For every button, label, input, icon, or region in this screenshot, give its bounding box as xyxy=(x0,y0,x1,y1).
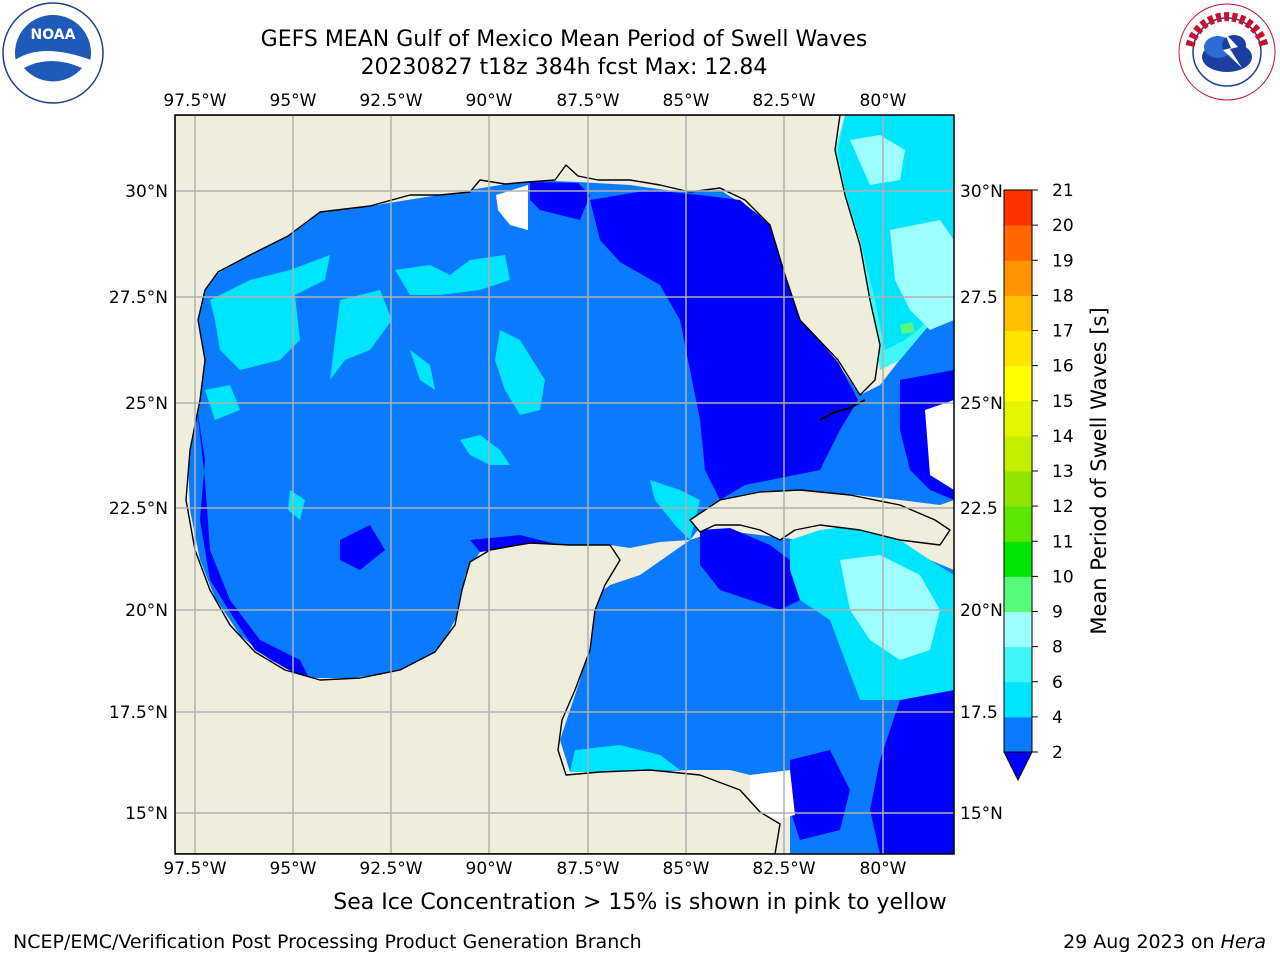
lon-label: 97.5°W xyxy=(163,91,226,111)
florida-keys xyxy=(819,399,866,421)
colorbar-tick-label: 9 xyxy=(1052,603,1063,623)
lon-label: 92.5°W xyxy=(359,859,422,879)
lon-label: 92.5°W xyxy=(359,91,422,111)
colorbar-tick-label: 16 xyxy=(1052,357,1074,377)
land-areas xyxy=(175,115,951,854)
svg-text:NOAA: NOAA xyxy=(31,27,76,43)
colorbar-tick-label: 13 xyxy=(1052,462,1074,482)
chart-title: GEFS MEAN Gulf of Mexico Mean Period of … xyxy=(260,27,868,52)
map-frame-border xyxy=(174,114,955,855)
lon-label: 85°W xyxy=(663,91,710,111)
lat-label: 20°N xyxy=(960,601,1003,621)
colorbar-segment xyxy=(1004,435,1032,472)
colorbar-under-arrow xyxy=(1003,751,1033,782)
lat-label: 15°N xyxy=(125,804,168,824)
lat-label: 17.5 xyxy=(960,703,998,723)
lat-label: 22.5°N xyxy=(109,499,168,519)
credit-branch: NCEP/EMC/Verification Post Processing Pr… xyxy=(13,931,642,953)
credit-date-text: 29 Aug 2023 on xyxy=(1063,931,1215,953)
lon-label: 90°W xyxy=(466,91,513,111)
colorbar-segment xyxy=(1004,260,1032,296)
lon-label: 82.5°W xyxy=(752,859,815,879)
colorbar-segment xyxy=(1004,295,1032,331)
chart-subtitle: 20230827 t18z 384h fcst Max: 12.84 xyxy=(360,55,768,80)
nws-logo-icon xyxy=(1178,3,1276,101)
lon-labels-top: 97.5°W 95°W 92.5°W 90°W 87.5°W 85°W 82.5… xyxy=(163,91,906,111)
lon-label: 82.5°W xyxy=(752,91,815,111)
lon-labels-bottom: 97.5°W 95°W 92.5°W 90°W 87.5°W 85°W 82.5… xyxy=(163,859,906,879)
credit-date: 29 Aug 2023 on Hera xyxy=(1063,931,1266,953)
colorbar-segment xyxy=(1004,225,1032,261)
noaa-logo-icon: NOAA xyxy=(2,2,104,104)
lat-labels-left: 30°N 27.5°N 25°N 22.5°N 20°N 17.5°N 15°N xyxy=(109,182,168,824)
colorbar-tick-label: 2 xyxy=(1052,743,1063,763)
lat-label: 27.5°N xyxy=(109,288,168,308)
colorbar-segment xyxy=(1004,681,1032,718)
lat-label: 22.5 xyxy=(960,499,998,519)
colorbar-segment xyxy=(1004,646,1032,683)
colorbar-tick-label: 21 xyxy=(1052,181,1074,201)
colorbar-segment xyxy=(1004,400,1032,437)
colorbar-tick-label: 14 xyxy=(1052,427,1074,447)
colorbar-segment xyxy=(1004,365,1032,402)
lon-label: 80°W xyxy=(860,91,907,111)
colorbar-segment xyxy=(1004,471,1032,507)
lon-label: 95°W xyxy=(270,91,317,111)
lon-label: 95°W xyxy=(270,859,317,879)
colorbar-segment xyxy=(1004,330,1032,367)
lat-labels-right: 30°N 27.5 25°N 22.5 20°N 17.5 15°N xyxy=(960,182,1003,824)
colorbar-segment xyxy=(1004,576,1032,612)
colorbar: 2 4 6 8 9 10 11 12 13 14 15 16 17 18 19 20 21 xyxy=(1003,181,1074,763)
lon-label: 87.5°W xyxy=(556,859,619,879)
lat-label: 15°N xyxy=(960,804,1003,824)
sea-ice-note: Sea Ice Concentration > 15% is shown in … xyxy=(333,890,947,915)
colorbar-segment xyxy=(1004,506,1032,542)
colorbar-tick-label: 8 xyxy=(1052,638,1063,658)
lat-label: 27.5 xyxy=(960,288,998,308)
colorbar-tick-label: 15 xyxy=(1052,392,1074,412)
colorbar-label: Mean Period of Swell Waves [s] xyxy=(1087,307,1111,634)
colorbar-tick-label: 11 xyxy=(1052,532,1074,552)
colorbar-tick-label: 10 xyxy=(1052,567,1074,587)
colorbar-tick-label: 19 xyxy=(1052,251,1074,271)
colorbar-segment xyxy=(1004,716,1032,753)
colorbar-tick-label: 6 xyxy=(1052,673,1063,693)
lat-label: 20°N xyxy=(125,601,168,621)
colorbar-segment xyxy=(1004,611,1032,648)
colorbar-tick-label: 20 xyxy=(1052,216,1074,236)
lon-label: 97.5°W xyxy=(163,859,226,879)
lat-label: 25°N xyxy=(125,394,168,414)
lat-label: 30°N xyxy=(960,182,1003,202)
colorbar-tick-label: 17 xyxy=(1052,322,1074,342)
lon-label: 87.5°W xyxy=(556,91,619,111)
lat-label: 25°N xyxy=(960,394,1003,414)
colorbar-segment xyxy=(1004,541,1032,577)
colorbar-tick-label: 4 xyxy=(1052,708,1063,728)
period-6-8s xyxy=(840,135,954,660)
lon-label: 85°W xyxy=(663,859,710,879)
colorbar-segment xyxy=(1004,190,1032,226)
lat-label: 30°N xyxy=(125,182,168,202)
map-gridlines xyxy=(175,115,954,854)
colorbar-tick-label: 18 xyxy=(1052,286,1074,306)
colorbar-tick-label: 12 xyxy=(1052,497,1074,517)
credit-host: Hera xyxy=(1220,931,1266,953)
lat-label: 17.5°N xyxy=(109,703,168,723)
lon-label: 90°W xyxy=(466,859,513,879)
lon-label: 80°W xyxy=(860,859,907,879)
